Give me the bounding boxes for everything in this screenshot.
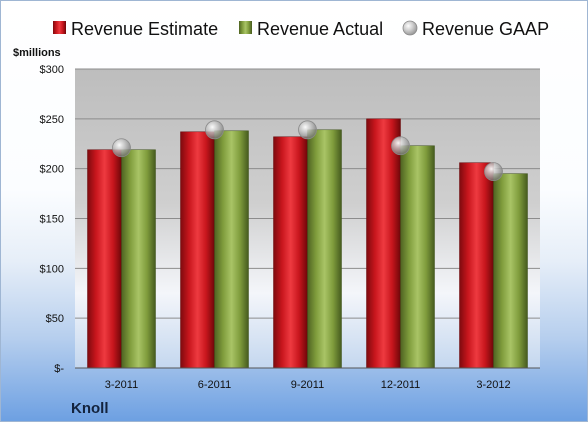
gaap-markers — [112, 120, 503, 182]
y-tick-label: $- — [54, 363, 64, 375]
y-tick-label: $150 — [40, 214, 64, 226]
bar-revenue-actual — [307, 129, 342, 369]
x-tick-label: 6-2011 — [198, 379, 231, 391]
marker-revenue-gaap — [391, 136, 410, 156]
bar-revenue-actual — [214, 130, 249, 369]
y-tick-label: $100 — [40, 263, 64, 275]
marker-revenue-gaap — [112, 138, 131, 158]
company-name: Knoll — [71, 400, 109, 417]
y-tick-label: $250 — [40, 114, 64, 126]
y-axis-ticks: $- $50 $100 $150 $200 $250 $300 — [40, 64, 65, 375]
x-tick-label: 9-2011 — [291, 379, 324, 391]
y-axis-unit-label: $millions — [13, 47, 61, 59]
bar-revenue-actual — [493, 173, 528, 369]
x-tick-label: 3-2012 — [476, 379, 510, 391]
x-tick-label: 12-2011 — [381, 379, 421, 391]
legend: Revenue Estimate Revenue Actual Revenue … — [53, 19, 549, 39]
marker-revenue-gaap — [205, 120, 224, 140]
y-tick-label: $50 — [46, 313, 64, 325]
legend-swatch-gaap — [402, 20, 418, 36]
bar-revenue-estimate — [459, 162, 494, 369]
bar-revenue-estimate — [87, 149, 122, 369]
marker-revenue-gaap — [298, 120, 317, 140]
legend-label-gaap: Revenue GAAP — [422, 19, 549, 39]
legend-label-actual: Revenue Actual — [257, 19, 383, 39]
x-axis-ticks: 3-2011 6-2011 9-2011 12-2011 3-2012 — [105, 379, 511, 391]
legend-swatch-actual — [239, 21, 252, 34]
bar-revenue-estimate — [180, 131, 215, 369]
legend-label-estimate: Revenue Estimate — [71, 19, 218, 39]
bars — [87, 118, 528, 369]
y-tick-label: $300 — [40, 64, 64, 76]
legend-swatch-estimate — [53, 21, 66, 34]
bar-revenue-estimate — [366, 118, 401, 369]
bar-revenue-actual — [121, 149, 156, 369]
y-tick-label: $200 — [40, 164, 64, 176]
bar-revenue-estimate — [273, 136, 308, 369]
x-tick-label: 3-2011 — [105, 379, 138, 391]
bar-revenue-actual — [400, 145, 435, 369]
marker-revenue-gaap — [484, 162, 503, 182]
